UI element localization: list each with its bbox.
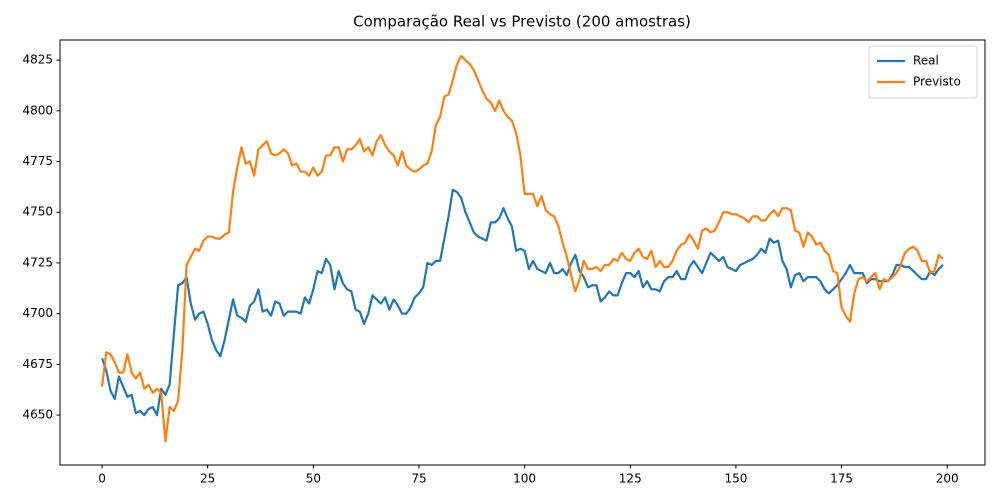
y-tick-label: 4700 [22,306,53,320]
x-tick-label: 25 [200,472,215,486]
plot-frame [59,39,986,466]
x-tick-label: 125 [619,472,642,486]
x-tick-label: 75 [411,472,426,486]
legend-box [868,45,978,99]
chart-title: Comparação Real vs Previsto (200 amostra… [353,13,691,31]
legend-label: Real [913,54,939,68]
y-tick-label: 4750 [22,205,53,219]
series-line [100,54,944,443]
x-tick-label: 0 [98,472,106,486]
y-tick-label: 4800 [22,103,53,117]
y-tick-label: 4725 [22,255,53,269]
y-tick-label: 4650 [22,408,53,422]
x-tick-label: 50 [306,472,321,486]
x-tick-label: 200 [936,472,959,486]
legend-label: Previsto [913,75,961,89]
x-tick-label: 150 [724,472,747,486]
series-line [101,188,944,417]
x-tick-label: 100 [513,472,536,486]
y-tick-label: 4775 [22,154,53,168]
x-tick-label: 175 [830,472,853,486]
y-tick-label: 4825 [22,53,53,67]
y-tick-label: 4675 [22,357,53,371]
